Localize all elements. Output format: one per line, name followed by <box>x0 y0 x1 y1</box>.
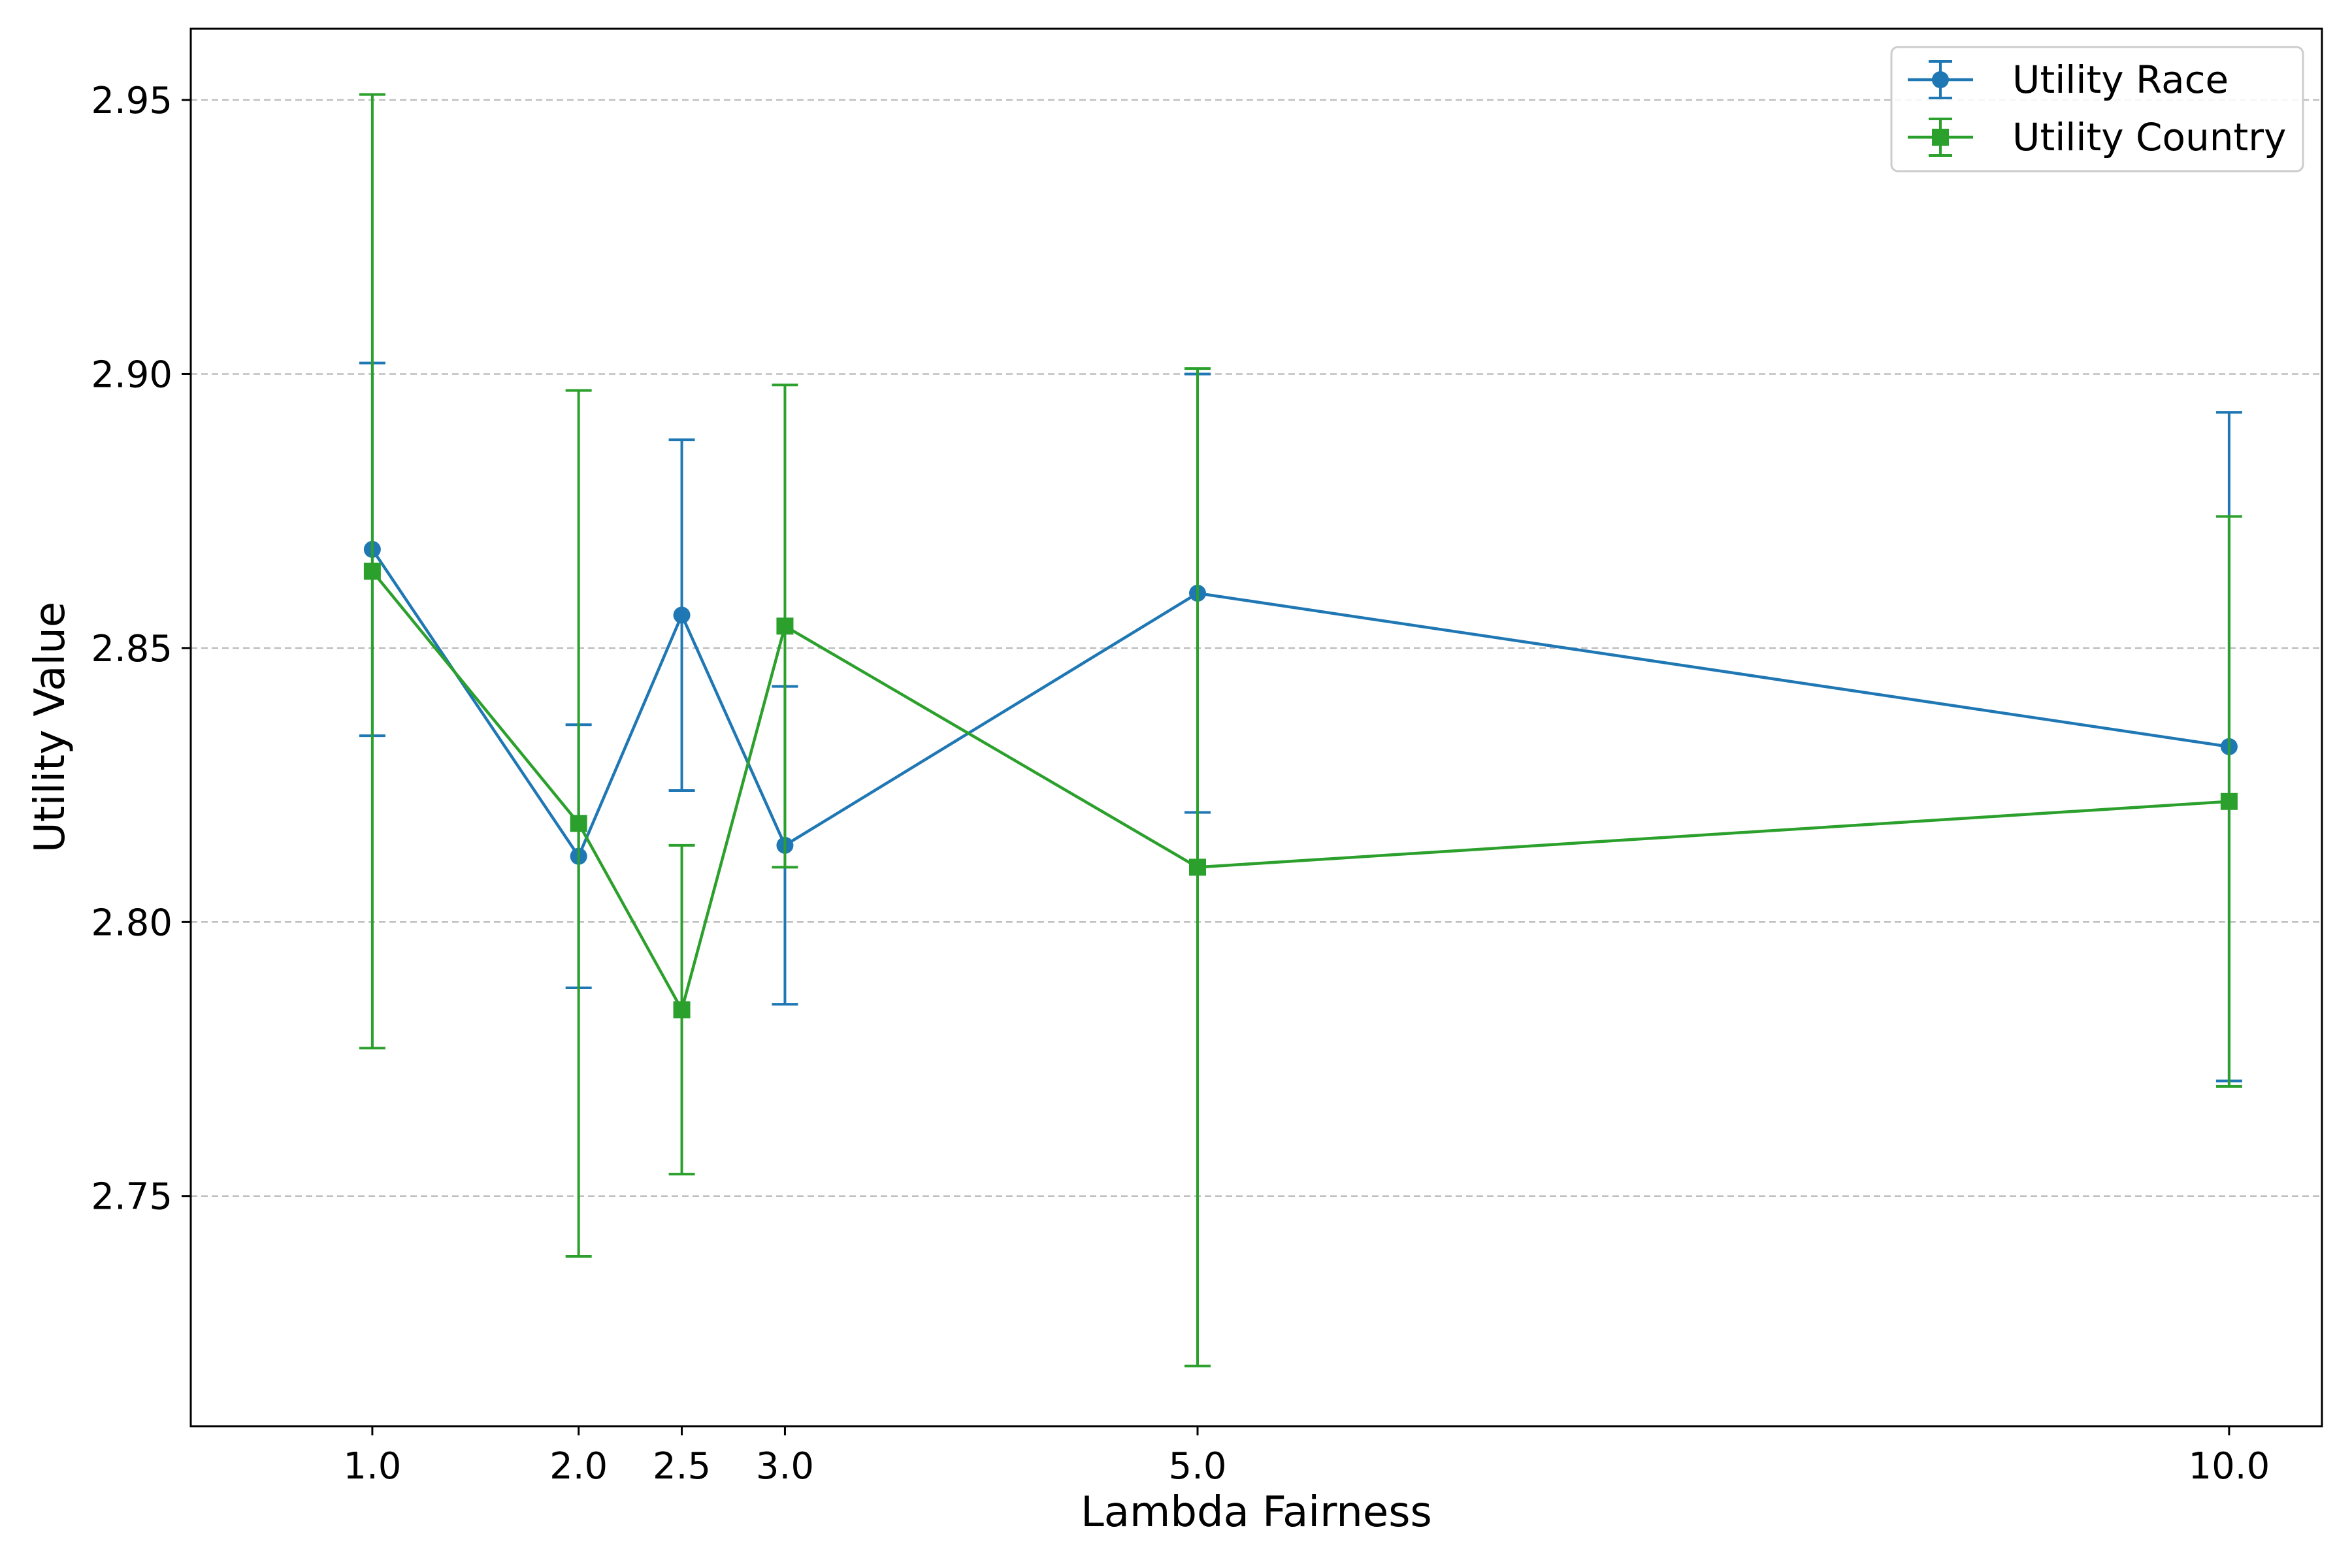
x-tick-label: 2.5 <box>653 1445 711 1488</box>
legend-label: Utility Country <box>2012 115 2286 159</box>
legend-item: Utility Race <box>1908 57 2229 102</box>
y-tick-label: 2.75 <box>91 1176 172 1218</box>
data-point <box>2220 792 2238 810</box>
data-point <box>673 606 691 624</box>
x-tick-label: 1.0 <box>343 1445 401 1488</box>
legend: Utility Race Utility Country <box>1890 46 2304 172</box>
y-tick-label: 2.85 <box>91 628 172 670</box>
x-tick-label: 5.0 <box>1168 1445 1226 1488</box>
tick-layer: 2.75 2.80 2.85 2.90 2.95 1.0 2.0 2.5 3.0 5.0 10.0 <box>91 80 2270 1488</box>
data-point <box>363 563 381 580</box>
x-tick-label: 3.0 <box>756 1445 814 1488</box>
error-bars <box>359 93 2242 1367</box>
legend-item: Utility Country <box>1908 115 2286 159</box>
legend-marker <box>1932 129 1949 146</box>
legend-label: Utility Race <box>2012 57 2229 102</box>
data-point <box>673 1001 691 1019</box>
series-line <box>371 570 2230 1014</box>
legend-box <box>1890 46 2304 172</box>
data-point <box>570 815 587 832</box>
y-axis-label: Utility Value <box>26 602 74 853</box>
error-bars <box>359 361 2242 1083</box>
y-tick-label: 2.80 <box>91 902 172 944</box>
plot-frame <box>189 27 2323 1428</box>
y-tick-label: 2.90 <box>91 353 172 396</box>
series-line <box>371 548 2230 860</box>
y-tick-label: 2.95 <box>91 80 172 122</box>
legend-marker <box>1932 71 1949 88</box>
x-axis-label: Lambda Fairness <box>1081 1488 1432 1537</box>
series-1 <box>359 361 2242 1083</box>
series-layer <box>359 93 2242 1367</box>
grid-layer <box>191 99 2322 1197</box>
x-tick-label: 10.0 <box>2189 1445 2270 1488</box>
x-tick-label: 2.0 <box>549 1445 608 1488</box>
data-point <box>776 617 794 635</box>
data-point <box>1189 858 1207 876</box>
series-2 <box>359 93 2242 1367</box>
